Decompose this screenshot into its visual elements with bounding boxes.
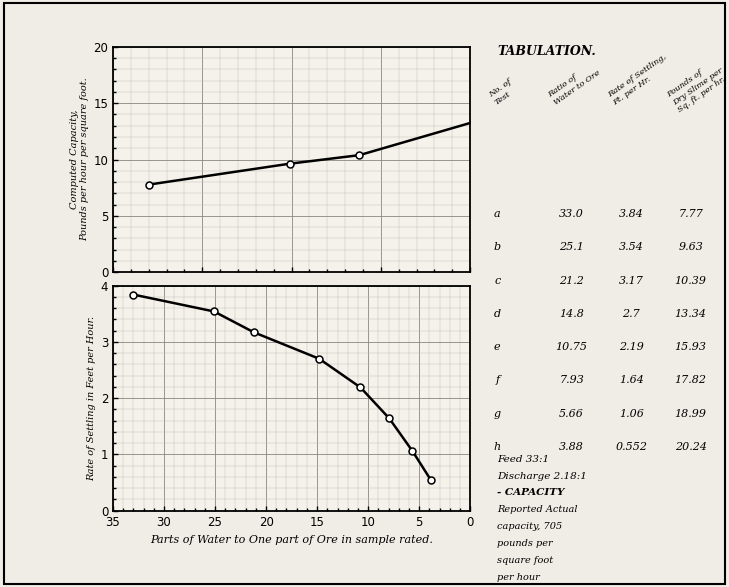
Text: 1.64: 1.64	[619, 376, 644, 386]
Text: b: b	[494, 242, 501, 252]
Text: pounds per: pounds per	[497, 539, 553, 548]
Text: - CAPACITY: - CAPACITY	[497, 488, 565, 497]
Text: 25.1: 25.1	[559, 242, 584, 252]
Text: 3.88: 3.88	[559, 442, 584, 452]
Text: capacity, 705: capacity, 705	[497, 522, 563, 531]
Text: 3.54: 3.54	[619, 242, 644, 252]
Text: 5.66: 5.66	[559, 409, 584, 419]
Text: 33.0: 33.0	[559, 209, 584, 219]
Text: c: c	[494, 275, 500, 285]
Text: g: g	[494, 409, 501, 419]
Text: 3.84: 3.84	[619, 209, 644, 219]
Text: 1.06: 1.06	[619, 409, 644, 419]
Text: square foot: square foot	[497, 556, 553, 565]
Text: No. of
Test: No. of Test	[488, 78, 518, 107]
Text: TABULATION.: TABULATION.	[497, 45, 596, 58]
Text: 14.8: 14.8	[559, 309, 584, 319]
Text: 7.93: 7.93	[559, 376, 584, 386]
Text: Pounds of
Dry Slime per
Sq. ft. per hr.: Pounds of Dry Slime per Sq. ft. per hr.	[666, 59, 729, 114]
Text: h: h	[494, 442, 501, 452]
Text: 3.17: 3.17	[619, 275, 644, 285]
Text: a: a	[494, 209, 501, 219]
Text: per hour: per hour	[497, 573, 540, 582]
Text: 13.34: 13.34	[674, 309, 706, 319]
X-axis label: Parts of Water to One part of Ore in sample rated.: Parts of Water to One part of Ore in sam…	[150, 535, 433, 545]
Text: Rate of Settling,
Ft. per Hr.: Rate of Settling, Ft. per Hr.	[607, 53, 673, 107]
Text: 18.99: 18.99	[674, 409, 706, 419]
Text: 15.93: 15.93	[674, 342, 706, 352]
Text: 10.39: 10.39	[674, 275, 706, 285]
Text: 2.7: 2.7	[623, 309, 640, 319]
Text: 17.82: 17.82	[674, 376, 706, 386]
Text: 2.19: 2.19	[619, 342, 644, 352]
Text: 21.2: 21.2	[559, 275, 584, 285]
Text: 10.75: 10.75	[555, 342, 588, 352]
Text: d: d	[494, 309, 501, 319]
Text: Feed 33:1: Feed 33:1	[497, 454, 550, 464]
Text: 7.77: 7.77	[678, 209, 703, 219]
Text: Ratio of
Water to Ore: Ratio of Water to Ore	[547, 62, 601, 107]
Text: Reported Actual: Reported Actual	[497, 505, 578, 514]
Text: Discharge 2.18:1: Discharge 2.18:1	[497, 471, 587, 481]
Y-axis label: Computed Capacity,
Pounds per hour per square foot.: Computed Capacity, Pounds per hour per s…	[70, 77, 89, 241]
Text: f: f	[495, 376, 499, 386]
Text: 9.63: 9.63	[678, 242, 703, 252]
Text: 20.24: 20.24	[674, 442, 706, 452]
Y-axis label: Rate of Settling in Feet per Hour.: Rate of Settling in Feet per Hour.	[87, 316, 96, 481]
Text: e: e	[494, 342, 501, 352]
Text: 0.552: 0.552	[615, 442, 647, 452]
